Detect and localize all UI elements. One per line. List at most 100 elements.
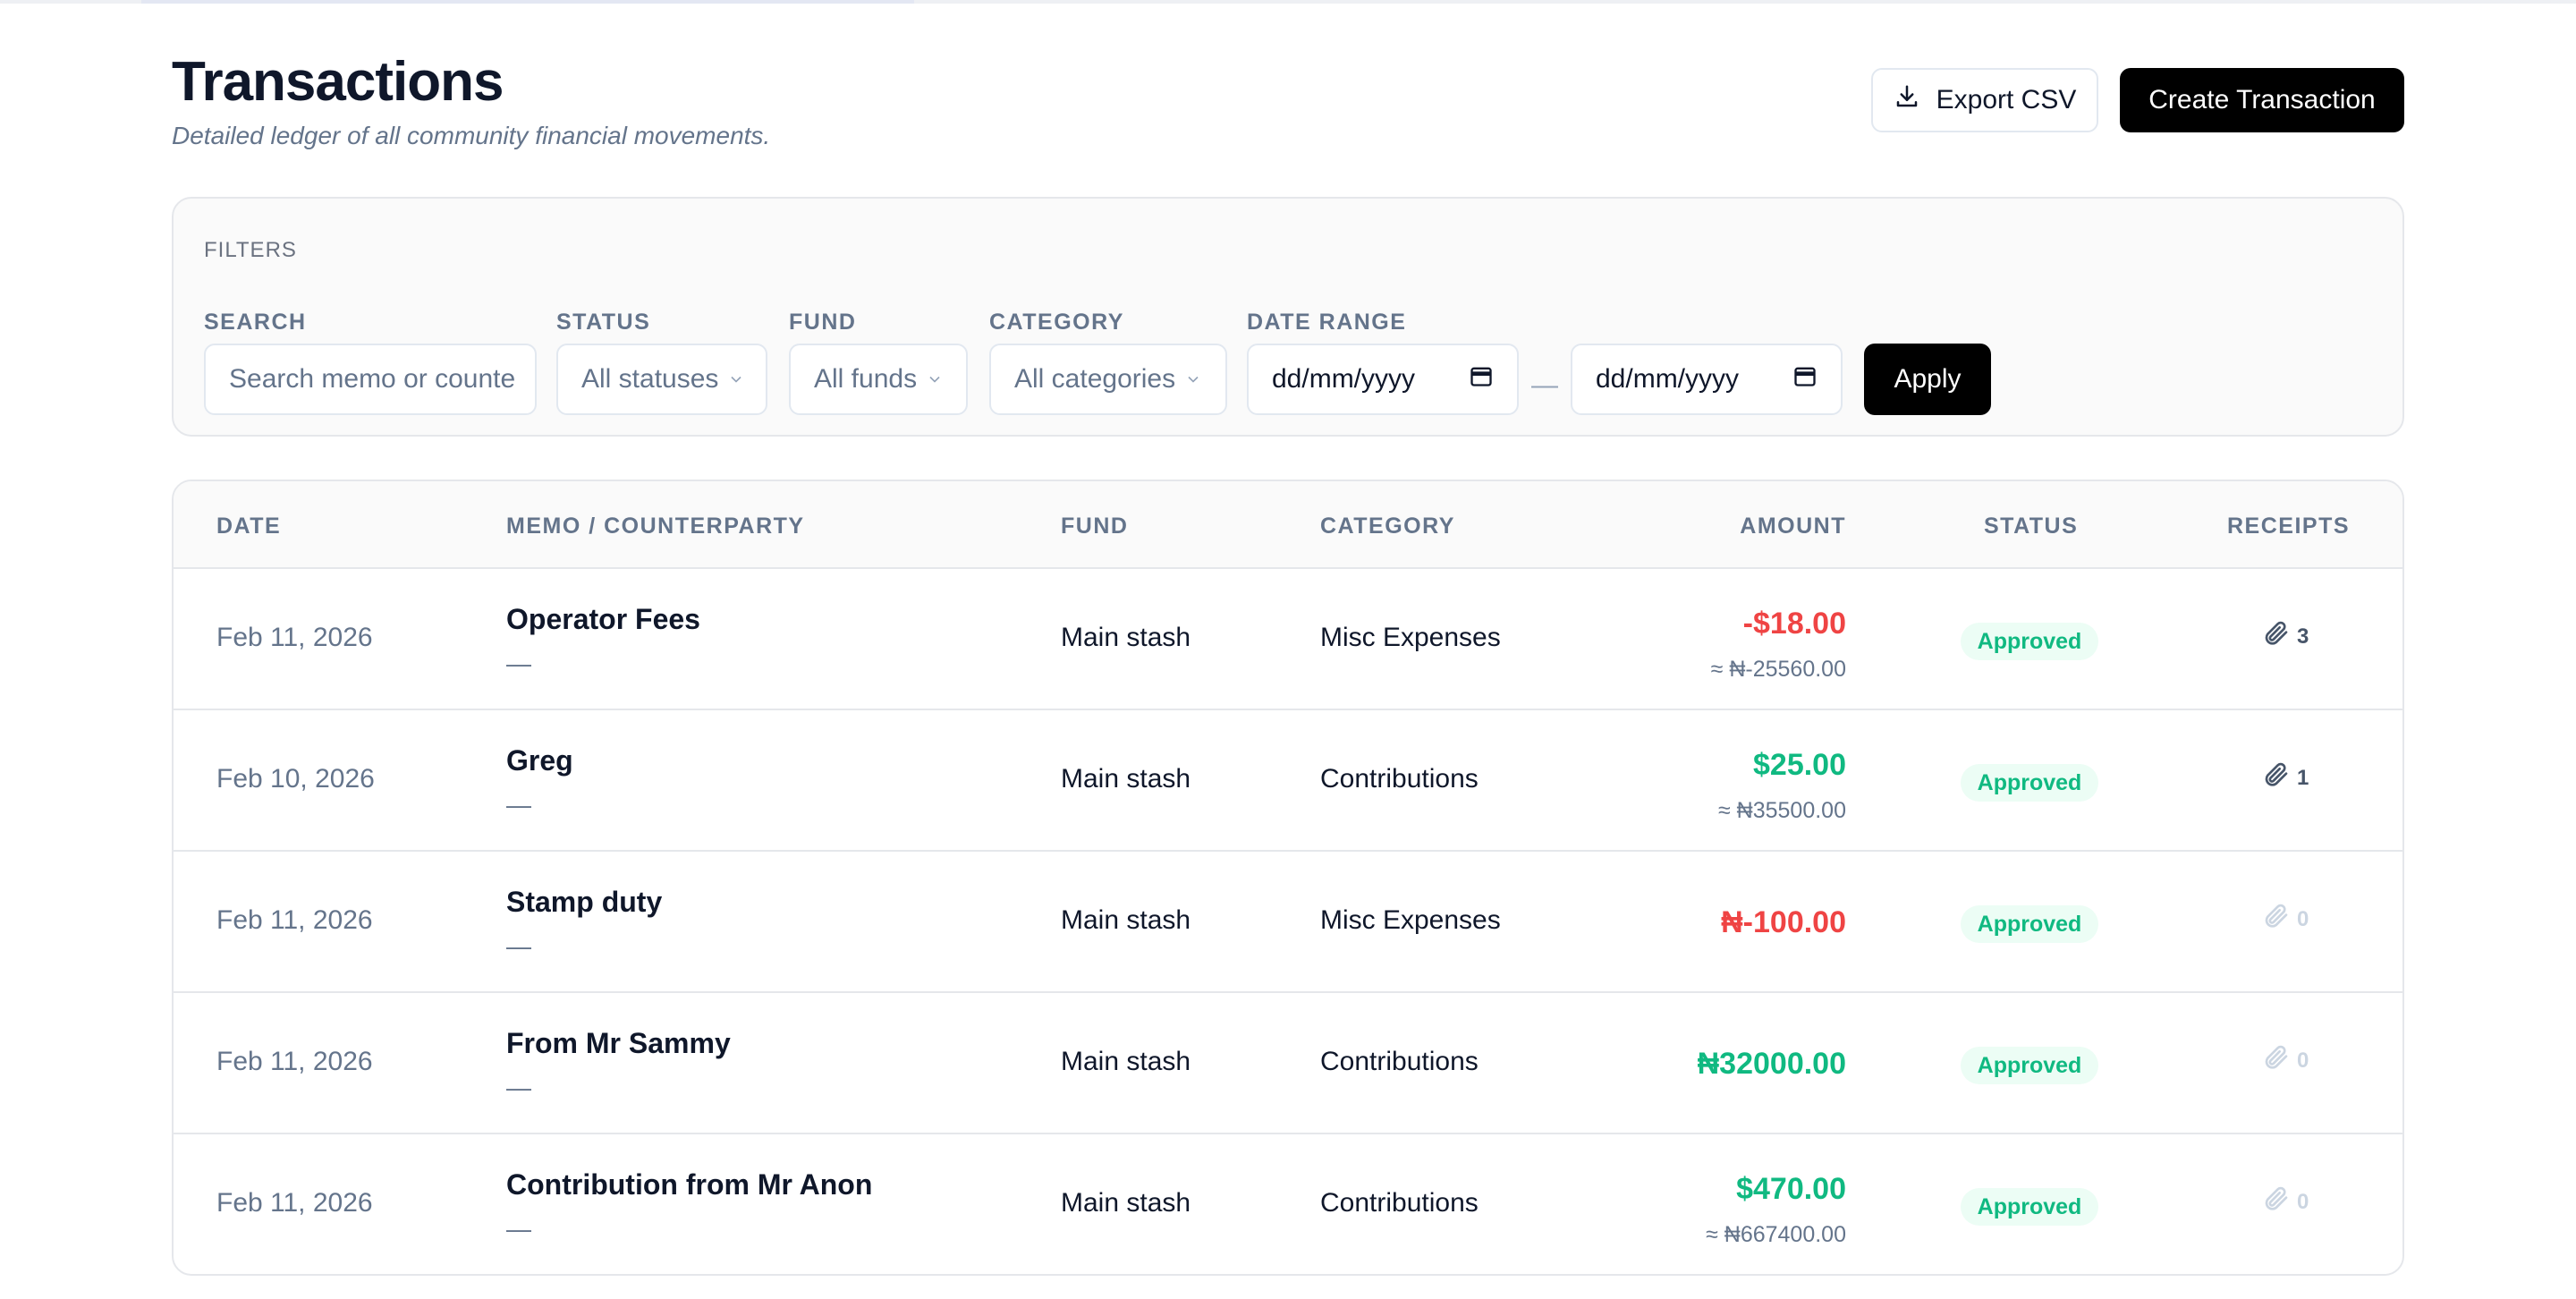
receipts-count: 0 [2297,1048,2309,1073]
fund-select-value: All funds [814,364,918,394]
table-row[interactable]: Feb 10, 2026 Greg — Main stash Contribut… [174,710,2402,852]
receipts-link[interactable]: 1 [2261,760,2309,795]
status-badge: Approved [1961,623,2098,660]
row-category: Contributions [1320,764,1479,794]
calendar-icon[interactable] [1792,363,1818,395]
row-date: Feb 11, 2026 [216,1188,373,1218]
export-csv-label: Export CSV [1936,85,2077,115]
date-range-label: DATE RANGE [1247,310,1407,335]
receipts-link[interactable]: 0 [2261,902,2309,937]
row-memo: Contribution from Mr Anon [506,1168,873,1201]
search-placeholder: Search memo or counte [229,364,516,394]
paperclip-icon [2261,619,2290,654]
row-category: Misc Expenses [1320,905,1501,935]
row-amount: -$18.00 [1742,607,1846,641]
row-counterparty: — [506,1074,531,1101]
transactions-table: DATE MEMO / COUNTERPARTY FUND CATEGORY A… [172,480,2404,1276]
column-header-status[interactable]: STATUS [1984,514,2079,539]
chevron-down-icon [926,370,944,388]
filters-title: FILTERS [204,238,297,262]
export-csv-button[interactable]: Export CSV [1871,68,2098,132]
page-subtitle: Detailed ledger of all community financi… [172,122,771,149]
date-to-input[interactable]: dd/mm/yyyy [1571,344,1843,415]
row-memo: Stamp duty [506,886,663,918]
table-row[interactable]: Feb 11, 2026 Operator Fees — Main stash … [174,569,2402,710]
top-progress-track [0,0,2576,4]
table-row[interactable]: Feb 11, 2026 Contribution from Mr Anon —… [174,1134,2402,1274]
date-range-separator: — [1531,370,1558,400]
paperclip-icon [2261,1184,2290,1219]
status-badge: Approved [1961,905,2098,943]
calendar-icon[interactable] [1469,363,1494,395]
row-memo: Greg [506,744,573,777]
row-fund: Main stash [1061,1188,1191,1218]
create-transaction-button[interactable]: Create Transaction [2120,68,2404,132]
status-badge: Approved [1961,764,2098,802]
column-header-fund[interactable]: FUND [1061,514,1129,539]
receipts-link[interactable]: 3 [2261,619,2309,654]
row-date: Feb 11, 2026 [216,1047,373,1076]
row-memo: Operator Fees [506,603,700,635]
row-amount: ₦-100.00 [1721,905,1846,939]
column-header-date[interactable]: DATE [216,514,282,539]
paperclip-icon [2261,1043,2290,1078]
row-category: Misc Expenses [1320,623,1501,652]
paperclip-icon [2261,902,2290,937]
row-amount: $470.00 [1736,1172,1846,1206]
status-badge: Approved [1961,1047,2098,1084]
paperclip-icon [2261,760,2290,795]
search-label: SEARCH [204,310,307,335]
receipts-link[interactable]: 0 [2261,1184,2309,1219]
row-fund: Main stash [1061,1047,1191,1076]
row-converted-amount: ≈ ₦35500.00 [1718,798,1846,823]
row-date: Feb 10, 2026 [216,764,375,794]
filters-panel: FILTERS SEARCH Search memo or counte STA… [172,197,2404,437]
row-counterparty: — [506,791,531,819]
row-amount: $25.00 [1753,748,1846,782]
row-category: Contributions [1320,1047,1479,1076]
column-header-category[interactable]: CATEGORY [1320,514,1455,539]
search-input[interactable]: Search memo or counte [204,344,537,415]
table-header: DATE MEMO / COUNTERPARTY FUND CATEGORY A… [174,481,2402,569]
column-header-amount[interactable]: AMOUNT [1740,514,1846,539]
column-header-receipts[interactable]: RECEIPTS [2227,514,2351,539]
row-memo: From Mr Sammy [506,1027,731,1059]
category-select[interactable]: All categories [989,344,1227,415]
row-category: Contributions [1320,1188,1479,1218]
page-title: Transactions [172,51,504,113]
row-counterparty: — [506,650,531,677]
row-amount: ₦32000.00 [1697,1047,1846,1081]
row-converted-amount: ≈ ₦667400.00 [1706,1222,1846,1247]
table-row[interactable]: Feb 11, 2026 From Mr Sammy — Main stash … [174,993,2402,1134]
row-counterparty: — [506,932,531,960]
row-counterparty: — [506,1215,531,1243]
fund-select[interactable]: All funds [789,344,968,415]
date-from-value: dd/mm/yyyy [1272,364,1416,394]
chevron-down-icon [1184,370,1202,388]
row-fund: Main stash [1061,764,1191,794]
status-select-value: All statuses [581,364,719,394]
row-date: Feb 11, 2026 [216,905,373,935]
page-header: Transactions Detailed ledger of all comm… [172,50,2404,157]
receipts-count: 0 [2297,906,2309,931]
receipts-count: 1 [2297,765,2309,790]
top-progress-bar [141,0,914,4]
row-fund: Main stash [1061,623,1191,652]
chevron-down-icon [727,370,745,388]
date-to-value: dd/mm/yyyy [1596,364,1740,394]
status-select[interactable]: All statuses [556,344,767,415]
apply-button[interactable]: Apply [1864,344,1991,415]
row-fund: Main stash [1061,905,1191,935]
column-header-memo[interactable]: MEMO / COUNTERPARTY [506,514,805,539]
receipts-count: 0 [2297,1189,2309,1214]
date-from-input[interactable]: dd/mm/yyyy [1247,344,1519,415]
table-row[interactable]: Feb 11, 2026 Stamp duty — Main stash Mis… [174,852,2402,993]
status-badge: Approved [1961,1188,2098,1226]
receipts-link[interactable]: 0 [2261,1043,2309,1078]
fund-label: FUND [789,310,857,335]
status-label: STATUS [556,310,651,335]
download-icon [1894,83,1920,117]
row-date: Feb 11, 2026 [216,623,373,652]
receipts-count: 3 [2297,624,2309,649]
category-select-value: All categories [1014,364,1176,394]
